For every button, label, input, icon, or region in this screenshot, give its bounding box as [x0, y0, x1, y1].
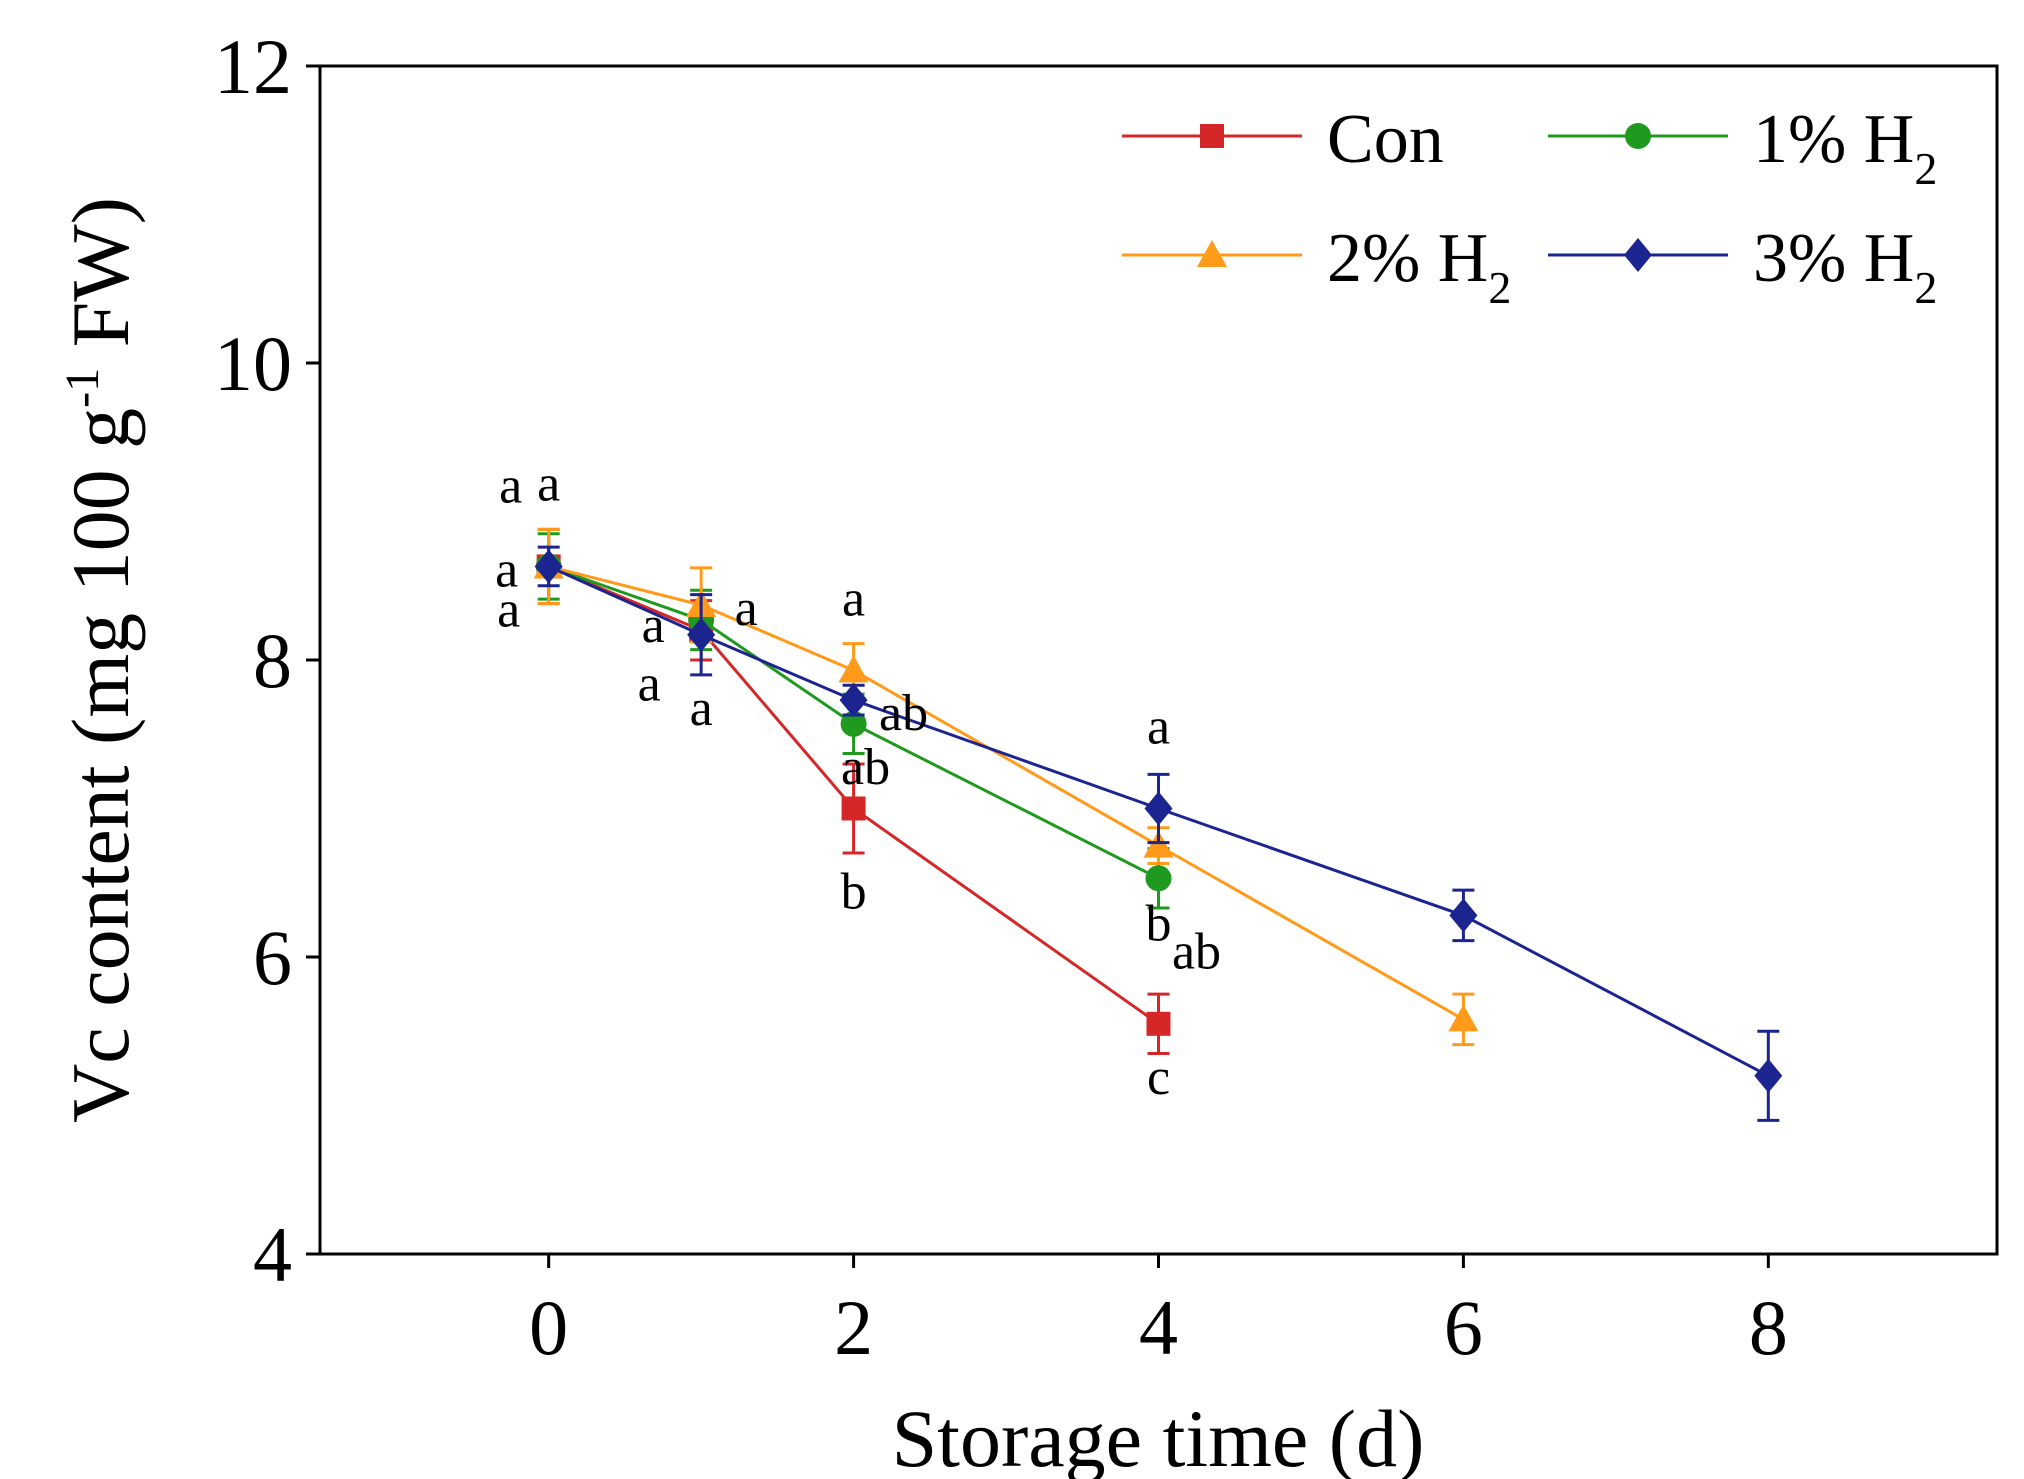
significance-letter: a [499, 457, 522, 514]
legend-label-subscript: 2 [1914, 262, 1937, 313]
data-point [841, 796, 866, 821]
legend-label: 3% H2 [1753, 220, 1937, 313]
series-line [548, 564, 1465, 1021]
series-line [548, 565, 1770, 1078]
y-tick-label: 12 [214, 23, 292, 110]
significance-letter: a [642, 597, 665, 654]
legend-label-main: 2% H [1327, 220, 1488, 297]
legend-marker [1624, 238, 1652, 272]
significance-letter: ab [841, 739, 890, 796]
legend-label-main: 1% H [1753, 101, 1914, 178]
significance-letter: a [537, 455, 560, 512]
legend-marker [1625, 123, 1651, 149]
data-series [533, 527, 1783, 1122]
y-axis-title-sup: -1 [56, 368, 109, 408]
significance-letter: a [735, 580, 758, 637]
significance-letter: a [1147, 699, 1170, 756]
series-line [548, 565, 1160, 1026]
legend-item: 3% H2 [1548, 220, 1937, 313]
data-point [1145, 865, 1172, 892]
legend-label: 2% H2 [1327, 220, 1511, 313]
significance-letter: a [495, 541, 518, 598]
significance-letter: ab [879, 685, 928, 742]
significance-letter: a [497, 581, 520, 638]
significance-letter: a [690, 680, 713, 737]
legend-marker [1200, 124, 1224, 148]
x-axis: 0 2 4 6 8 [529, 1254, 1788, 1371]
legend-marker [1197, 240, 1227, 267]
data-point [1146, 1011, 1171, 1036]
legend-label-subscript: 2 [1488, 262, 1511, 313]
significance-letter: b [1146, 896, 1172, 953]
legend: Con 1% H22% H2 3% H2 [1122, 101, 1937, 313]
x-tick-label: 6 [1444, 1284, 1483, 1371]
data-point [534, 549, 563, 584]
significance-letter: a [842, 570, 865, 627]
legend-label-subscript: 2 [1914, 143, 1937, 194]
x-tick-label: 2 [834, 1284, 873, 1371]
data-point [1449, 898, 1478, 933]
y-axis-title-suffix: FW) [55, 197, 146, 368]
legend-label-main: Con [1327, 101, 1444, 178]
data-point [838, 655, 869, 683]
significance-letter: a [638, 655, 661, 712]
series-line [548, 565, 1160, 880]
legend-item: 2% H2 [1122, 220, 1511, 313]
legend-item: Con [1122, 101, 1444, 178]
legend-label-main: 3% H [1753, 220, 1914, 297]
y-axis-title: Vc content (mg 100 g-1 FW) [55, 197, 146, 1123]
x-tick-label: 8 [1749, 1284, 1788, 1371]
significance-letter: ab [1172, 923, 1221, 980]
significance-letter: b [841, 864, 867, 921]
y-tick-label: 4 [253, 1211, 292, 1298]
y-axis-title-main: Vc content (mg 100 g [55, 408, 146, 1123]
y-tick-label: 6 [253, 914, 292, 1001]
y-tick-label: 10 [214, 320, 292, 407]
data-point [1754, 1058, 1783, 1093]
data-point [839, 683, 868, 718]
data-point [840, 710, 867, 737]
x-tick-label: 0 [529, 1284, 568, 1371]
series-3-h2 [534, 545, 1783, 1122]
data-point [687, 617, 716, 652]
legend-label: Con [1327, 101, 1444, 178]
y-tick-label: 8 [253, 617, 292, 704]
legend-item: 1% H2 [1548, 101, 1937, 194]
series-2-h2 [533, 527, 1479, 1047]
data-point [1144, 791, 1173, 826]
x-axis-title: Storage time (d) [892, 1393, 1425, 1479]
legend-label: 1% H2 [1753, 101, 1937, 194]
data-point [1448, 1004, 1479, 1032]
significance-letter: c [1147, 1049, 1170, 1106]
x-tick-label: 4 [1139, 1284, 1178, 1371]
y-axis: 4 6 8 10 12 [214, 23, 320, 1298]
